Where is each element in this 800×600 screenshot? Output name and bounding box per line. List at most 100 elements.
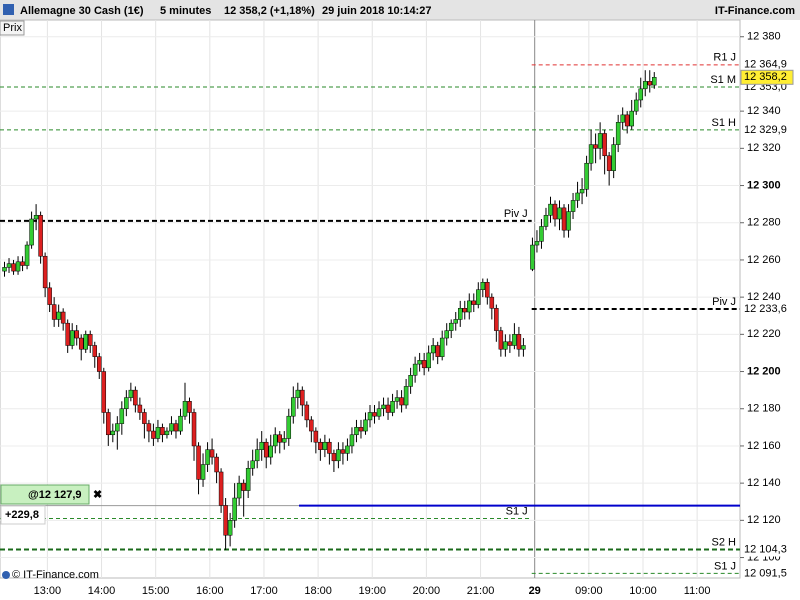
plot: 13:00 14:00 15:00 16:00 17:00 18:00 19:00 20:00… [0,19,794,597]
candle-body [42,255,48,289]
y-tick-label: 12 120 [747,514,781,526]
app-icon [3,4,14,15]
candle-body [245,468,251,491]
candle-body [327,441,332,454]
level-name: S1 J [714,560,736,572]
alert-change: +229,8 [5,509,39,521]
prix-label[interactable]: Prix [3,22,22,34]
candle-body [620,114,625,123]
candle-body [205,449,210,465]
candle-body [15,261,21,272]
candle-body [358,427,364,432]
footer-icon [2,571,10,579]
candle-body [376,408,382,417]
candle-body [227,520,233,536]
candle-body [11,263,16,272]
candle-body [101,371,107,413]
candle-body [142,412,147,424]
level-name: R1 J [713,52,736,64]
candle-body [503,341,508,350]
candle-body [209,449,215,458]
level-value-box [741,302,793,317]
candle-body [60,311,66,324]
candle-body [151,430,156,439]
y-tick-label: 12 160 [747,440,781,452]
candle-body [236,482,242,499]
candle-body [268,445,273,458]
candle-body [448,322,454,331]
candle-body [83,334,88,350]
candle-body [110,430,116,436]
y-tick-label: 12 140 [747,477,781,489]
prix-button[interactable] [0,20,25,36]
candle-body [467,300,472,313]
candle-body [115,423,120,432]
candle-body [439,337,445,357]
level-name: Piv J [504,208,528,220]
candle-body [385,404,391,413]
candle-body [124,397,129,409]
x-tick-label: 09:00 [575,585,603,597]
candle-body [291,397,296,417]
candle-body [624,114,630,127]
candle-body [652,77,657,86]
candle-body [282,438,287,443]
candle-body [521,345,526,350]
alert-close[interactable]: ✖ [93,489,102,501]
instrument: Allemagne 30 Cash (1€) [20,5,144,17]
candle-body [539,226,544,242]
candle-body [444,330,449,339]
candle-body [430,345,436,354]
level-value-label: 12 091,5 [744,567,787,579]
candle-body [20,261,25,266]
candle-body [309,419,314,432]
candle-body [254,449,260,462]
candle-body [480,282,486,290]
footer: © IT-Finance.com [2,569,99,581]
candle-body [318,441,323,450]
candle-body [408,375,413,387]
candle-body [453,319,458,324]
y-tick-label: 12 260 [747,254,781,266]
x-tick-label: 17:00 [250,585,278,597]
x-tick-label: 16:00 [196,585,224,597]
candle-body [322,441,328,450]
candle-body [647,81,653,86]
candle-body [494,308,499,331]
candle-body [584,162,589,190]
candle-body [606,155,612,171]
candle-body [345,445,350,454]
candle-body [47,287,52,305]
candle-body [259,441,264,450]
candle-body [363,419,368,432]
alert-label[interactable]: @12 127,9 [28,489,82,501]
candle-body [534,241,540,246]
candle-body [74,330,79,339]
candle-body [97,356,102,372]
candle-body [602,133,607,157]
candle-body [24,244,30,266]
candle-body [340,449,346,454]
candle-body [512,334,517,346]
candle-body [33,215,39,220]
candle-body [187,401,192,413]
candle-body [412,363,418,376]
x-tick-label: 21:00 [467,585,495,597]
plot-area [0,19,741,579]
candle-body [597,133,603,149]
candle-body [191,412,197,447]
y-tick-label: 12 300 [747,179,781,191]
level-value-label: 12 233,6 [744,303,787,315]
brand: IT-Finance.com [715,5,795,17]
candle-body [394,397,400,402]
candle-body [218,471,224,506]
candle-body [182,401,188,417]
level-value-label: 12 329,9 [744,124,787,136]
candle-body [272,434,278,447]
candle-body [241,482,246,491]
candle-body [462,308,468,313]
candle-body [579,189,585,194]
price: 12 358,2 (+1,18%) [224,5,315,17]
candle-body [223,505,228,536]
